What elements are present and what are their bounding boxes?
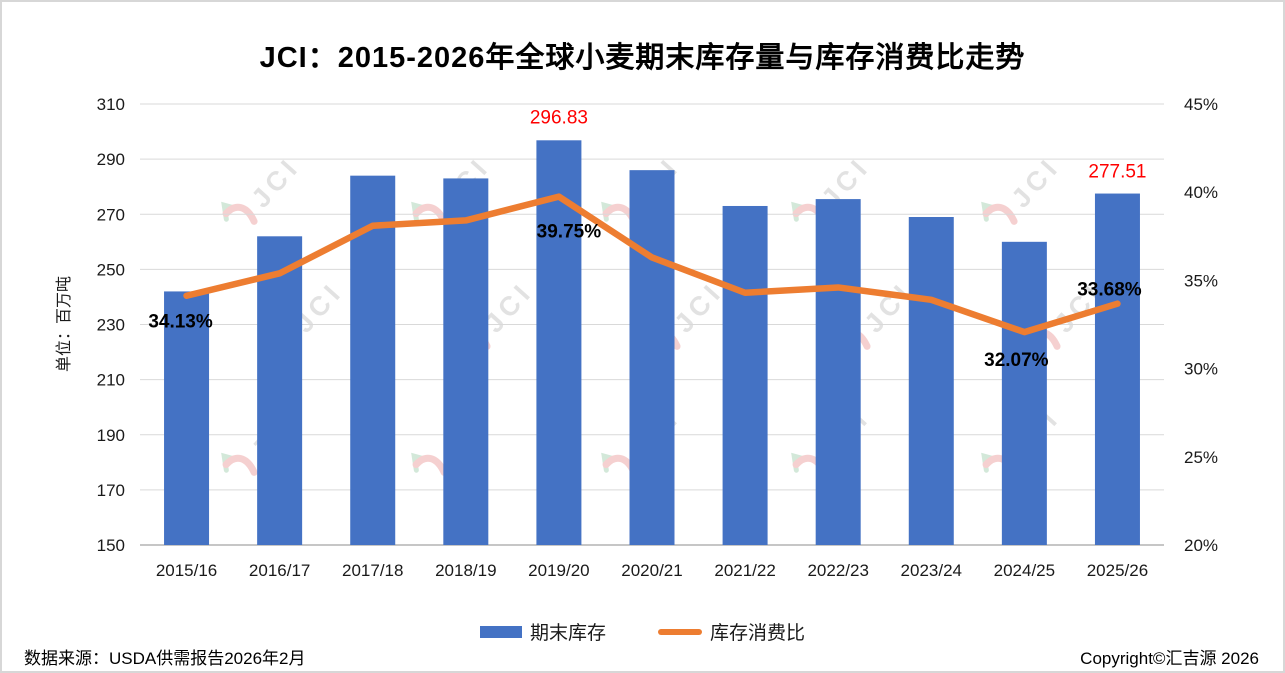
bar-2021/22: [722, 205, 768, 545]
data-label: 277.51: [1088, 162, 1146, 183]
x-axis-tick-label: 2020/21: [621, 561, 682, 580]
data-label: 34.13%: [148, 312, 213, 333]
bar-2025/26: [1094, 193, 1140, 545]
left-axis-tick-label: 250: [97, 260, 125, 279]
data-source-note: 数据来源：USDA供需报告2026年2月: [24, 649, 306, 668]
legend-item-stock-use-ratio: 库存消费比: [658, 618, 805, 645]
right-axis-tick-label: 35%: [1184, 271, 1218, 290]
right-axis-tick-label: 45%: [1184, 95, 1218, 114]
right-axis-tick-label: 20%: [1184, 536, 1218, 555]
right-axis-tick-label: 30%: [1184, 360, 1218, 379]
x-axis-tick-label: 2022/23: [807, 561, 868, 580]
bar-2017/18: [350, 175, 396, 545]
trend-line: [183, 193, 1121, 336]
x-axis-tick-label: 2016/17: [249, 561, 310, 580]
left-axis-tick-label: 150: [97, 536, 125, 555]
x-axis-tick-label: 2017/18: [342, 561, 403, 580]
data-label: 32.07%: [984, 350, 1049, 371]
left-axis-tick-label: 290: [97, 150, 125, 169]
data-label: 296.83: [530, 107, 588, 128]
data-label: 33.68%: [1077, 280, 1142, 301]
left-axis-tick-label: 170: [97, 481, 125, 500]
legend-label-stock-use-ratio: 库存消费比: [710, 623, 806, 644]
chart-legend: 期末库存 库存消费比: [2, 618, 1283, 645]
right-axis-tick-label: 40%: [1184, 183, 1218, 202]
left-axis-title: 单位：百万吨: [56, 275, 73, 373]
left-axis-tick-label: 310: [97, 95, 125, 114]
chart-title: JCI：2015-2026年全球小麦期末库存量与库存消费比走势: [259, 42, 1026, 74]
bar-2018/19: [443, 178, 489, 545]
legend-item-ending-stocks: 期末库存: [479, 618, 606, 645]
left-axis-tick-label: 190: [97, 426, 125, 445]
x-axis-tick-label: 2023/24: [901, 561, 962, 580]
bar-2024/25: [1001, 241, 1047, 545]
x-axis-tick-label: 2018/19: [435, 561, 496, 580]
x-axis-tick-label: 2025/26: [1087, 561, 1148, 580]
legend-label-ending-stocks: 期末库存: [529, 623, 606, 644]
copyright-note: Copyright©汇吉源 2026: [1080, 649, 1259, 668]
data-label: 39.75%: [537, 222, 602, 243]
left-axis-tick-label: 230: [97, 316, 125, 335]
x-axis-tick-label: 2021/22: [714, 561, 775, 580]
left-axis-tick-label: 210: [97, 371, 125, 390]
right-axis-tick-label: 25%: [1184, 448, 1218, 467]
left-axis-tick-label: 270: [97, 205, 125, 224]
legend-line-swatch: [658, 628, 702, 635]
x-axis-tick-label: 2015/16: [156, 561, 217, 580]
bar-2023/24: [908, 217, 954, 545]
bar-2020/21: [629, 170, 675, 545]
bar-2015/16: [164, 291, 210, 545]
x-axis-tick-label: 2019/20: [528, 561, 589, 580]
legend-bar-swatch: [479, 625, 522, 638]
bar-2016/17: [257, 236, 303, 546]
x-axis-tick-label: 2024/25: [994, 561, 1055, 580]
bar-2022/23: [815, 199, 861, 545]
